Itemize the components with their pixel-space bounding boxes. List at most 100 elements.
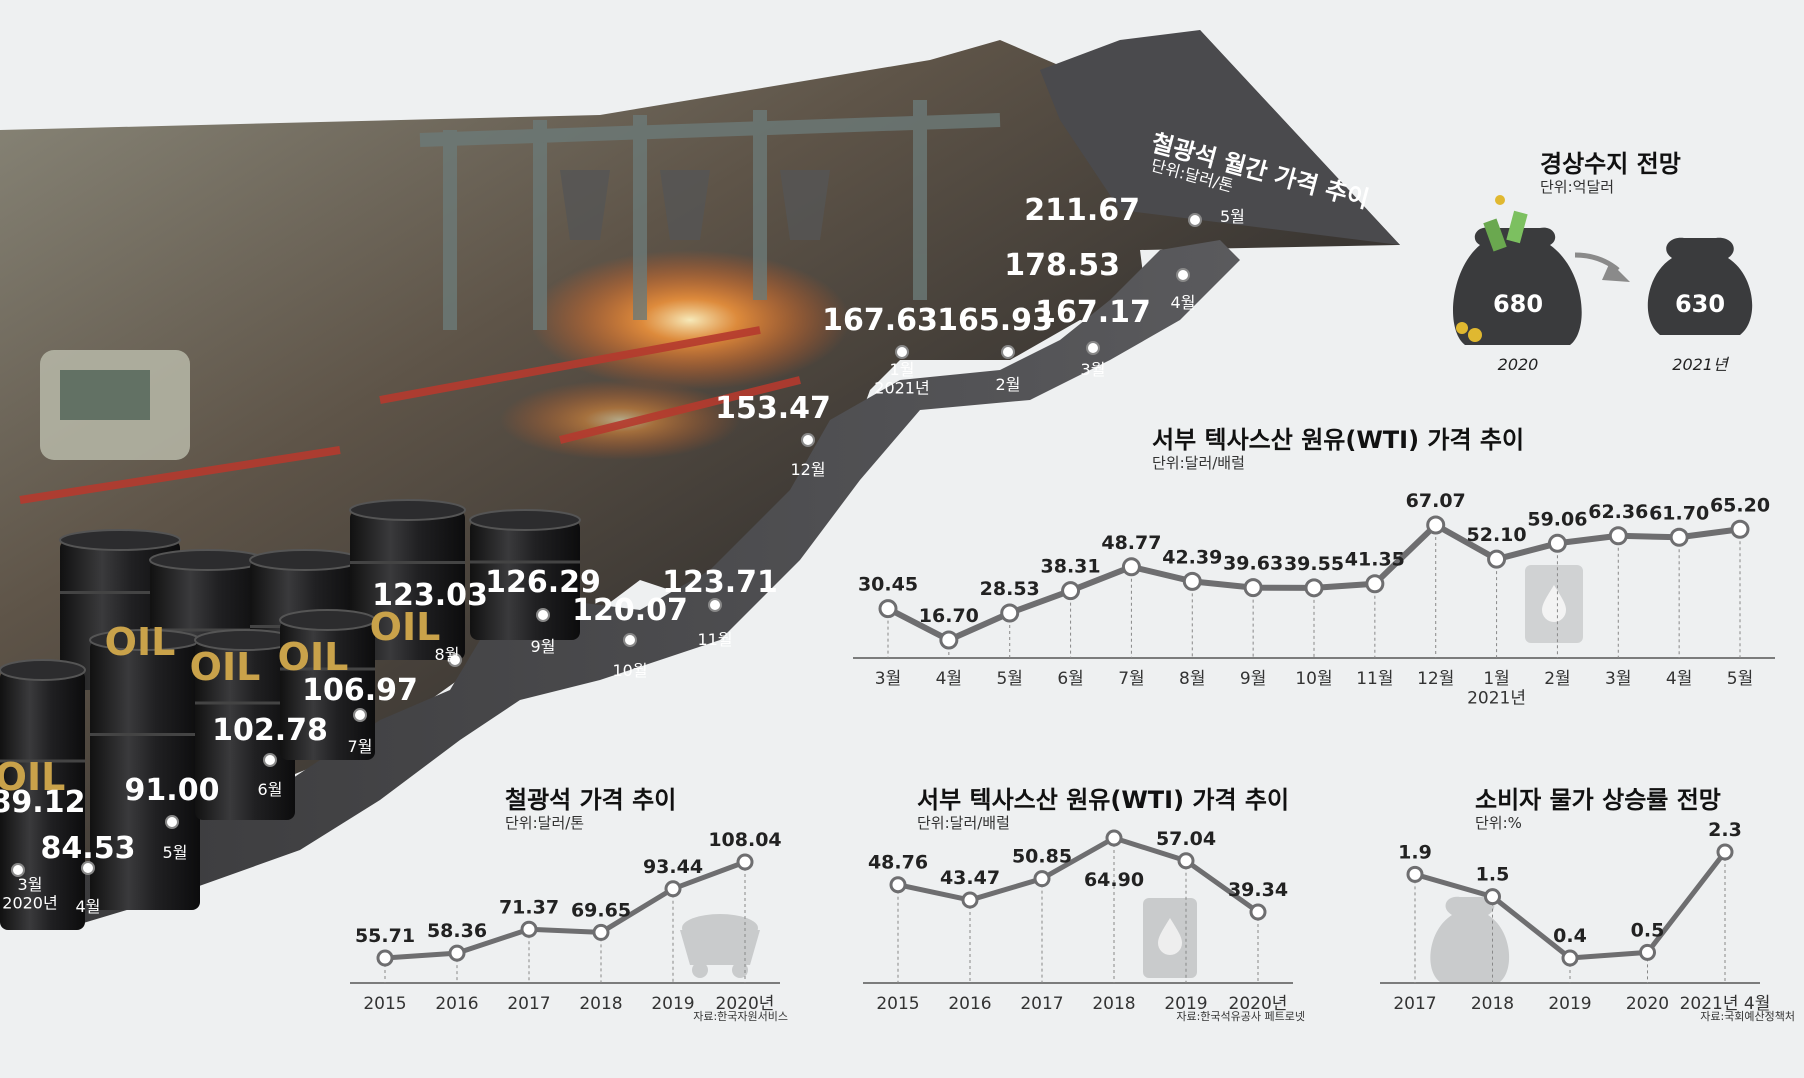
iron-monthly-value: 167.63: [822, 303, 938, 338]
iron-monthly-point: [623, 633, 637, 647]
iron-monthly-point: [1086, 341, 1100, 355]
x-tick-label: 2017: [1020, 994, 1063, 1014]
x-tick-label: 2월: [1544, 669, 1570, 689]
series-line: [897, 835, 1260, 915]
value-label: 28.53: [980, 578, 1040, 600]
iron-monthly-tick: 4월: [76, 897, 101, 916]
x-tick-label: 2018: [1092, 994, 1135, 1014]
iron-monthly-tick: 6월: [258, 780, 283, 799]
data-point: [1249, 903, 1267, 921]
x-tick-label: 2019: [1548, 994, 1591, 1014]
data-point: [939, 630, 959, 650]
x-tick-label: 5월: [1727, 669, 1753, 689]
iron-yearly-chart: 55.71 2015 58.36 2016 71.37 2017 69.65 2018 93.4…: [350, 829, 782, 1014]
x-tick-label: 2019: [651, 994, 694, 1014]
data-point: [1639, 943, 1656, 961]
data-point: [1365, 574, 1385, 594]
value-label: 93.44: [643, 856, 703, 878]
value-label: 59.06: [1527, 508, 1587, 530]
value-label: 52.10: [1467, 524, 1527, 546]
iron-monthly-point: [353, 708, 367, 722]
iron-monthly-value: 167.17: [1035, 295, 1151, 330]
iron-yearly-source: 자료:한국자원서비스: [693, 1010, 788, 1023]
x-tick-label: 3월: [875, 669, 901, 689]
x-tick-label: 8월: [1179, 669, 1205, 689]
x-tick-label: 9월: [1240, 669, 1266, 689]
oil-barrel: [349, 499, 466, 660]
iron-monthly-point: [1001, 345, 1015, 359]
value-label: 61.70: [1649, 502, 1709, 524]
x-tick-label: 1월 2021년: [1467, 669, 1526, 709]
iron-monthly-point: [1188, 213, 1202, 227]
x-tick-label: 2017: [507, 994, 550, 1014]
cpi-title: 소비자 물가 상승률 전망: [1475, 786, 1721, 814]
barrel-oil-label: OIL: [370, 605, 441, 649]
iron-monthly-tick: 10월: [612, 661, 647, 680]
wti-monthly-title: 서부 텍사스산 원유(WTI) 가격 추이: [1152, 426, 1524, 454]
data-point: [1033, 870, 1051, 888]
iron-monthly-point: [165, 815, 179, 829]
value-label: 58.36: [427, 920, 487, 942]
iron-monthly-chart: 89.12 3월 2020년 84.53 4월 91.00 5월 102.78 6월 106.97…: [0, 193, 1245, 916]
current-account-label-2021: 2021년: [1672, 355, 1730, 374]
oil-barrel-icon: [1525, 565, 1583, 643]
x-tick-label: 4월: [1666, 669, 1692, 689]
barrels: OIL OIL OIL OIL OIL: [0, 499, 581, 930]
cpi-unit: 단위:%: [1475, 814, 1522, 832]
data-point: [1304, 578, 1324, 598]
arrow-head: [1602, 262, 1630, 282]
x-tick-label: 2018: [579, 994, 622, 1014]
iron-monthly-point: [1176, 268, 1190, 282]
data-point: [1487, 549, 1507, 569]
data-point: [1177, 852, 1195, 870]
iron-monthly-point: [801, 433, 815, 447]
value-label: 71.37: [499, 896, 559, 918]
iron-monthly-point: [11, 863, 25, 877]
value-label: 50.85: [1012, 846, 1072, 868]
current-account-unit: 단위:억달러: [1540, 178, 1614, 196]
value-label: 65.20: [1710, 494, 1770, 516]
iron-yearly-unit: 단위:달러/톤: [505, 814, 584, 832]
barrel-oil-label: OIL: [278, 635, 349, 679]
data-point: [1669, 527, 1689, 547]
iron-monthly-value: 84.53: [41, 831, 136, 866]
oil-barrel-icon-small: [1143, 898, 1197, 978]
x-tick-label: 3월: [1605, 669, 1631, 689]
x-tick-label: 11월: [1356, 669, 1393, 689]
wti-yearly-source: 자료:한국석유공사 페트로넷: [1176, 1010, 1305, 1023]
data-point: [1426, 515, 1446, 535]
data-point: [889, 876, 907, 894]
iron-monthly-value: 123.71: [662, 565, 778, 600]
x-tick-label: 2016: [948, 994, 991, 1014]
iron-monthly-value: 211.67: [1024, 193, 1140, 228]
mine-cart-icon: [680, 914, 760, 978]
value-label: 42.39: [1162, 546, 1222, 568]
iron-monthly-tick: 9월: [531, 637, 556, 656]
data-point: [1716, 843, 1734, 861]
wti-monthly-chart: 30.45 3월 16.70 4월 28.53 5월 38.31 6월 48.77 7월 42.39…: [853, 490, 1775, 709]
value-label: 43.47: [940, 867, 1000, 889]
oil-barrel: [89, 629, 201, 910]
value-label: 48.76: [868, 852, 928, 874]
x-tick-label: 2015: [876, 994, 919, 1014]
barrel-oil-label: OIL: [190, 645, 261, 689]
iron-monthly-value: 153.47: [715, 391, 831, 426]
current-account-value-2021: 630: [1675, 290, 1725, 318]
iron-yearly-title: 철광석 가격 추이: [505, 786, 676, 814]
cpi-chart: 1.9 2017 1.5 2018 0.4 2019 0.5 2020 2.3 2021년 4월: [1380, 819, 1770, 1014]
value-label: 55.71: [355, 925, 415, 947]
iron-monthly-value: 165.93: [937, 303, 1053, 338]
value-label: 69.65: [571, 899, 631, 921]
value-label: 1.9: [1398, 841, 1432, 863]
data-point: [376, 949, 394, 967]
iron-monthly-tick: 3월 2020년: [2, 875, 57, 912]
value-label: 41.35: [1345, 549, 1405, 571]
iron-monthly-point: [895, 345, 909, 359]
value-label: 1.5: [1476, 864, 1510, 886]
value-label: 39.55: [1284, 553, 1344, 575]
data-point: [664, 880, 682, 898]
data-point: [961, 891, 979, 909]
data-point: [520, 920, 538, 938]
